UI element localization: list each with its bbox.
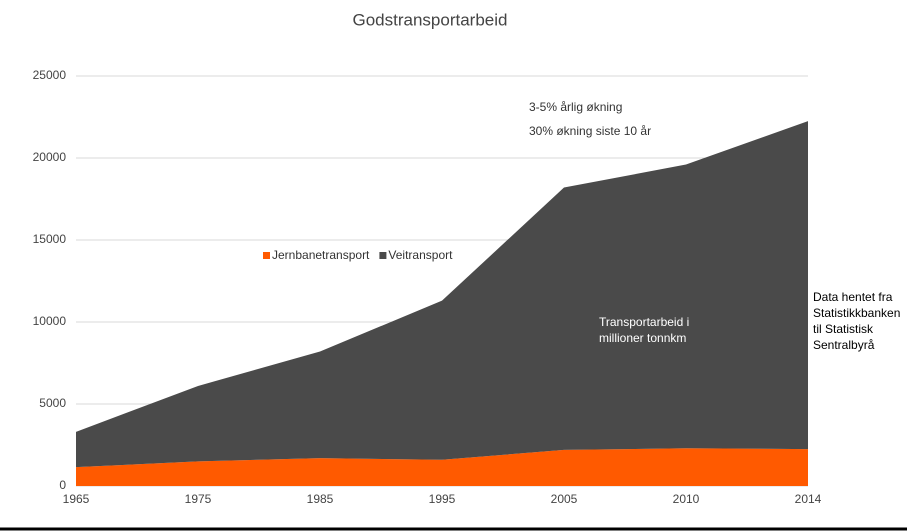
annotation: 30% økning siste 10 år xyxy=(529,124,651,138)
y-tick-label: 10000 xyxy=(33,314,67,328)
x-tick-label: 1995 xyxy=(429,492,456,506)
y-tick-label: 25000 xyxy=(33,68,67,82)
x-tick-label: 1985 xyxy=(307,492,334,506)
x-tick-label: 2005 xyxy=(551,492,578,506)
annotation: millioner tonnkm xyxy=(599,331,686,345)
legend-swatch xyxy=(263,252,270,259)
x-tick-label: 1965 xyxy=(63,492,90,506)
y-tick-label: 0 xyxy=(59,478,66,492)
legend-swatch xyxy=(379,252,387,259)
annotation: til Statistisk xyxy=(813,322,874,336)
y-tick-label: 20000 xyxy=(33,150,67,164)
x-tick-label: 2010 xyxy=(673,492,700,506)
annotation: Sentralbyrå xyxy=(813,338,875,352)
area xyxy=(76,448,808,486)
legend-label: Jernbanetransport xyxy=(272,248,370,262)
y-tick-label: 15000 xyxy=(33,232,67,246)
annotation: Transportarbeid i xyxy=(599,315,689,329)
x-tick-label: 1975 xyxy=(185,492,212,506)
legend-label: Veitransport xyxy=(388,248,453,262)
annotation: Data hentet fra xyxy=(813,290,893,304)
annotation: 3-5% årlig økning xyxy=(529,100,622,114)
y-tick-label: 5000 xyxy=(39,396,66,410)
area xyxy=(76,121,808,468)
annotation: Statistikkbanken xyxy=(813,306,900,320)
chart-title: Godstransportarbeid xyxy=(353,10,508,29)
x-tick-label: 2014 xyxy=(795,492,822,506)
